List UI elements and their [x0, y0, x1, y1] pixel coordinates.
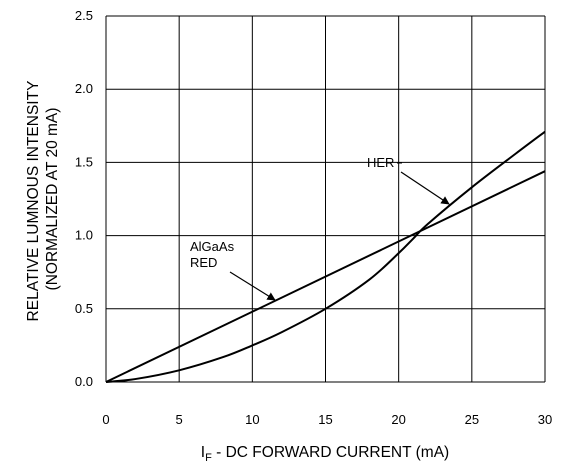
annotation-label-1-line-0: AlGaAs [190, 239, 235, 254]
x-tick-label-1: 5 [176, 412, 183, 427]
y-tick-label-1: 0.5 [75, 301, 93, 316]
series-line-0 [105, 170, 546, 383]
grid [105, 15, 546, 383]
y-tick-label-0: 0.0 [75, 374, 93, 389]
series-lines [105, 130, 546, 383]
y-axis-title-line-1: RELATIVE LUMNOUS INTENSITY [25, 81, 42, 322]
annotation-arrow-0 [400, 171, 450, 205]
x-tick-label-5: 25 [465, 412, 479, 427]
y-axis-title: RELATIVE LUMNOUS INTENSITY (NORMALIZED A… [25, 77, 61, 322]
y-axis-title-line-2: (NORMALIZED AT 20 mA) [44, 108, 61, 291]
y-tick-label-5: 2.5 [75, 8, 93, 23]
x-axis-title: IF - DC FORWARD CURRENT (mA) [201, 444, 449, 464]
annotation-label-1-line-1: RED [190, 255, 217, 270]
x-tick-label-0: 0 [102, 412, 109, 427]
x-tick-label-6: 30 [538, 412, 552, 427]
y-tick-label-3: 1.5 [75, 154, 93, 169]
y-tick-label-4: 2.0 [75, 81, 93, 96]
tick-labels: 0 5 10 15 20 25 30 0.0 0.5 1.0 1.5 2.0 2.5 [75, 8, 552, 427]
annotation-arrow-1 [229, 271, 276, 301]
series-line-1 [105, 130, 546, 383]
annotation-label-0: HER [367, 155, 394, 170]
x-tick-label-3: 15 [318, 412, 332, 427]
x-tick-label-2: 10 [245, 412, 259, 427]
x-tick-label-4: 20 [391, 412, 405, 427]
y-tick-label-2: 1.0 [75, 228, 93, 243]
